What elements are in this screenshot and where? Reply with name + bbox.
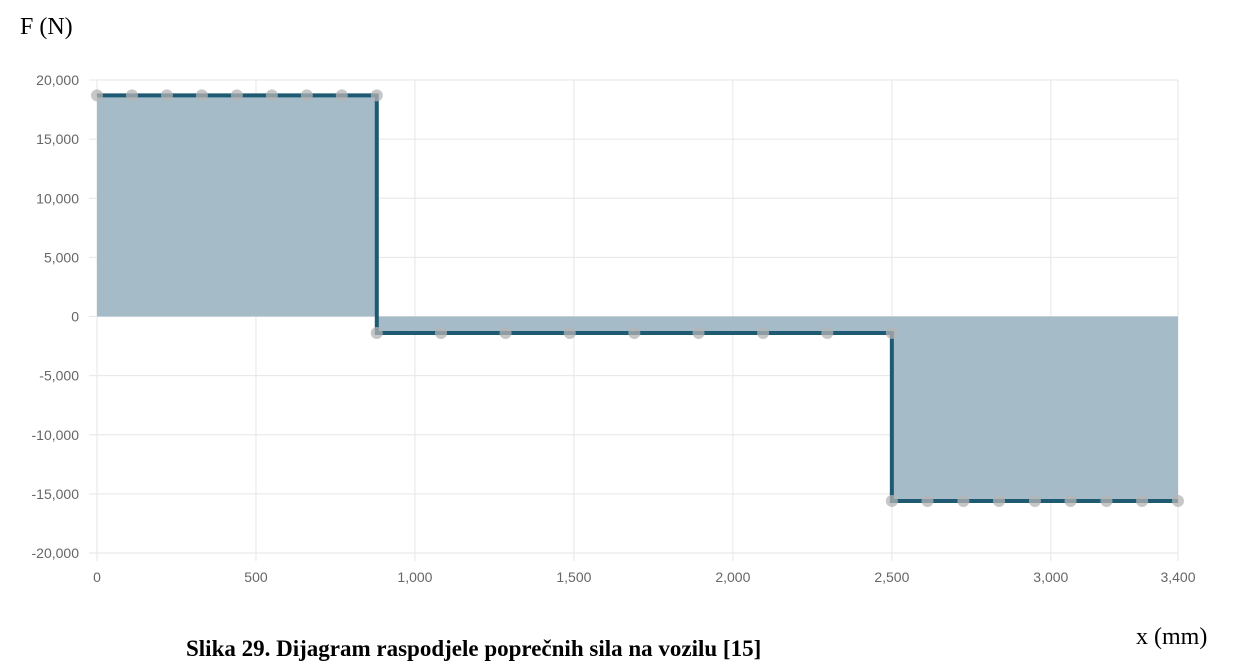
data-point bbox=[1136, 494, 1149, 507]
y-axis-title: F (N) bbox=[20, 14, 73, 40]
x-tick-label: 0 bbox=[93, 569, 101, 585]
data-point bbox=[300, 89, 313, 102]
data-point bbox=[921, 494, 934, 507]
data-point bbox=[91, 89, 103, 102]
data-point bbox=[692, 327, 705, 340]
y-tick-label: 5,000 bbox=[44, 249, 79, 265]
y-tick-label: 0 bbox=[71, 309, 79, 325]
data-point bbox=[1172, 494, 1184, 507]
data-point bbox=[125, 89, 138, 102]
data-point bbox=[628, 327, 641, 340]
data-point bbox=[885, 327, 898, 340]
data-point bbox=[160, 89, 173, 102]
y-tick-label: 20,000 bbox=[36, 72, 79, 88]
data-point bbox=[370, 89, 383, 102]
x-tick-label: 1,000 bbox=[397, 569, 432, 585]
data-point bbox=[195, 89, 208, 102]
data-point bbox=[230, 89, 243, 102]
x-axis-title: x (mm) bbox=[1136, 624, 1208, 650]
data-point bbox=[1064, 494, 1077, 507]
data-point bbox=[370, 327, 383, 340]
y-tick-label: -20,000 bbox=[32, 545, 80, 561]
x-tick-label: 1,500 bbox=[556, 569, 591, 585]
force-area-fill bbox=[97, 95, 1178, 501]
data-point bbox=[757, 327, 770, 340]
data-point bbox=[1100, 494, 1113, 507]
x-tick-label: 2,000 bbox=[715, 569, 750, 585]
data-point bbox=[335, 89, 348, 102]
data-point bbox=[885, 494, 898, 507]
data-point bbox=[992, 494, 1005, 507]
data-point bbox=[1028, 494, 1041, 507]
y-tick-label: 10,000 bbox=[36, 190, 79, 206]
data-point bbox=[499, 327, 512, 340]
data-point bbox=[265, 89, 278, 102]
y-tick-label: 15,000 bbox=[36, 131, 79, 147]
data-point bbox=[563, 327, 576, 340]
data-point-markers bbox=[91, 89, 1184, 507]
x-tick-label: 500 bbox=[244, 569, 268, 585]
y-tick-label: -5,000 bbox=[39, 368, 79, 384]
figure-caption: Slika 29. Dijagram raspodjele poprečnih … bbox=[186, 636, 762, 661]
data-point bbox=[435, 327, 448, 340]
data-point bbox=[821, 327, 834, 340]
x-tick-label: 3,000 bbox=[1033, 569, 1068, 585]
x-tick-labels: 0 500 1,000 1,500 2,000 2,500 3,000 3,400 bbox=[93, 569, 1196, 585]
y-tick-label: -15,000 bbox=[32, 486, 80, 502]
x-tick-label: 3,400 bbox=[1160, 569, 1195, 585]
y-tick-labels: 20,000 15,000 10,000 5,000 0 -5,000 -10,000 -15… bbox=[32, 72, 80, 561]
x-tick-label: 2,500 bbox=[874, 569, 909, 585]
shear-force-chart: 0 500 1,000 1,500 2,000 2,500 3,000 3,400 20,00… bbox=[32, 72, 1196, 585]
y-tick-label: -10,000 bbox=[32, 427, 80, 443]
data-point bbox=[957, 494, 970, 507]
